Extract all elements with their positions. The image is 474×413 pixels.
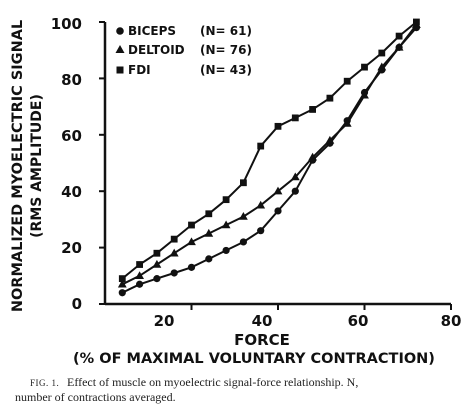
y-axis-subtitle: (RMS AMPLITUDE) [29,94,45,238]
series-fdi [118,18,420,283]
data-point-deltoid [342,118,352,127]
y-tick-labels: 0 20 40 60 80 100 [51,15,82,313]
data-point-fdi [153,249,161,257]
data-point-biceps [187,263,196,271]
data-point-fdi [291,114,299,122]
y-axis-title: NORMALIZED MYOELECTRIC SIGNAL [10,20,26,312]
legend-count: (N= 76) [200,43,252,57]
data-point-biceps [205,255,213,263]
y-tick-label: 60 [61,127,82,145]
legend-count: (N= 61) [200,24,252,38]
data-point-fdi [205,210,213,218]
x-tick-labels: 20 40 60 80 [154,312,462,330]
data-point-deltoid [256,200,266,209]
data-point-biceps [257,227,265,235]
y-tick-label: 0 [72,295,82,313]
data-point-deltoid [325,135,335,144]
caption-line-1: Effect of muscle on myoelectric signal-f… [67,375,358,389]
series-deltoid [117,20,421,288]
legend-entry-deltoid: DELTOID (N= 76) [115,43,252,57]
data-point-fdi [136,261,143,268]
triangle-marker-icon [115,45,125,53]
legend-entry-fdi: FDI (N= 43) [116,63,252,77]
data-point-biceps [222,246,230,255]
data-point-fdi [395,32,403,40]
data-point-fdi [222,196,230,204]
data-point-deltoid [117,279,127,288]
data-point-fdi [326,94,334,102]
data-point-biceps [118,289,126,297]
data-point-fdi [343,77,351,85]
square-marker-icon [116,66,124,74]
data-point-fdi [188,221,195,229]
legend-label: DELTOID [128,43,185,57]
legend-label: BICEPS [128,24,176,38]
series-line-biceps [121,26,418,294]
caption-line-2: number of contractions averaged. [15,390,176,404]
series-biceps [118,24,420,297]
data-point-biceps [153,275,161,283]
data-point-deltoid [308,152,317,161]
axis-ticks [99,21,452,310]
data-point-deltoid [135,271,144,279]
legend-count: (N= 43) [200,63,252,77]
x-tick-label: 20 [154,312,175,330]
y-tick-label: 80 [61,71,82,89]
data-point-deltoid [273,186,283,195]
data-point-deltoid [290,172,300,181]
series-line-fdi [121,21,418,280]
legend-label: FDI [128,63,151,77]
caption-fig-label: FIG. 1. [30,378,59,388]
y-tick-label: 20 [61,239,82,257]
y-tick-label: 100 [51,15,82,33]
data-point-deltoid [394,42,404,51]
data-point-fdi [309,106,316,113]
y-tick-label: 40 [61,183,82,201]
data-point-deltoid [239,211,248,220]
data-point-fdi [240,179,247,187]
data-point-deltoid [221,220,231,229]
x-tick-label: 60 [348,312,369,330]
data-point-biceps [239,238,247,246]
data-point-deltoid [187,237,196,246]
x-tick-label: 40 [252,312,273,330]
data-point-deltoid [169,248,179,257]
legend: BICEPS (N= 61) DELTOID (N= 76) FDI (N= 4… [115,24,252,77]
data-point-fdi [413,18,420,26]
data-point-deltoid [360,90,369,99]
data-point-biceps [291,187,299,195]
data-point-deltoid [204,228,214,237]
series-layer [117,18,421,297]
legend-entry-biceps: BICEPS (N= 61) [116,24,252,38]
data-point-fdi [257,142,265,150]
circle-marker-icon [116,27,124,35]
x-axis-title: FORCE [234,331,290,349]
x-tick-label: 80 [441,312,462,330]
data-point-biceps [136,280,144,288]
data-point-deltoid [377,62,387,71]
data-point-deltoid [152,259,162,268]
data-point-biceps [170,269,178,277]
x-axis-subtitle: (% OF MAXIMAL VOLUNTARY CONTRACTION) [73,351,435,367]
data-point-fdi [274,122,282,130]
data-point-fdi [378,49,386,57]
data-point-fdi [118,275,126,283]
data-point-fdi [361,63,368,71]
data-point-biceps [274,207,282,215]
data-point-fdi [170,235,178,243]
figure-caption: FIG. 1. Effect of muscle on myoelectric … [15,375,358,404]
